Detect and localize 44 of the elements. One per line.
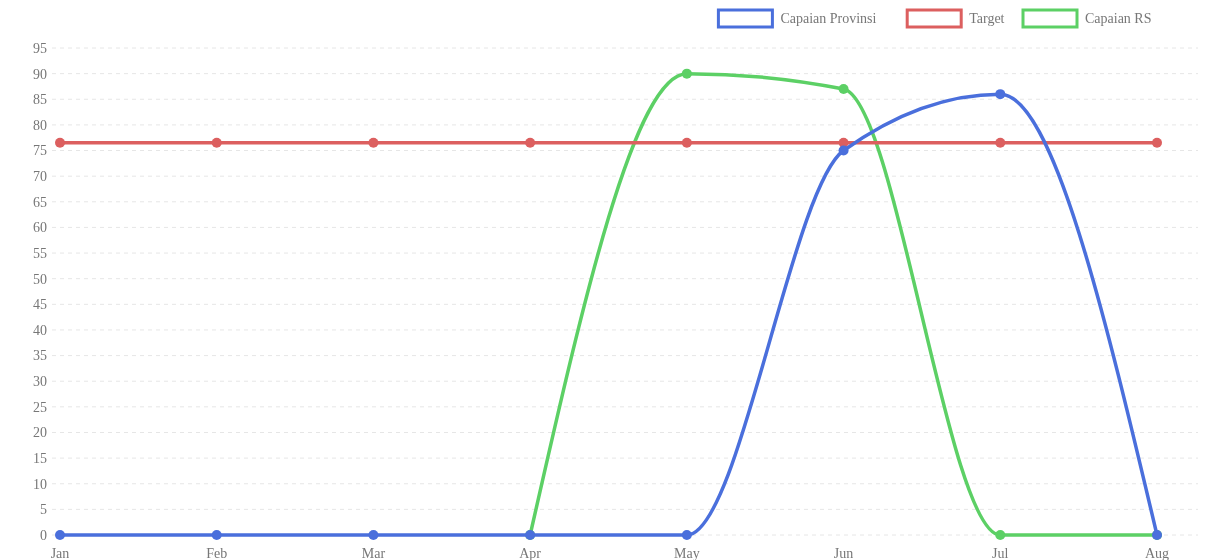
point <box>368 530 379 540</box>
point <box>838 84 849 95</box>
y-tick-label: 85 <box>33 92 47 108</box>
point <box>55 530 65 540</box>
y-tick-label: 80 <box>33 117 47 133</box>
x-tick-label: Jan <box>50 546 70 560</box>
point <box>368 137 379 148</box>
y-tick-label: 65 <box>33 194 47 210</box>
y-tick-label: 20 <box>33 425 47 441</box>
legend-label: Capaian RS <box>1085 11 1152 26</box>
point <box>995 530 1006 540</box>
y-tick-label: 25 <box>33 399 47 415</box>
y-tick-label: 75 <box>33 143 47 159</box>
y-tick-label: 70 <box>33 169 47 185</box>
y-tick-label: 40 <box>33 322 47 338</box>
y-tick-label: 60 <box>33 220 47 236</box>
legend-label: Capaian Provinsi <box>780 11 877 26</box>
y-tick-label: 5 <box>40 502 47 518</box>
legend-label: Target <box>969 11 1005 26</box>
x-tick-label: Jun <box>833 546 854 560</box>
point <box>525 137 536 148</box>
point <box>1152 137 1162 148</box>
y-tick-label: 0 <box>40 527 47 543</box>
point <box>211 530 222 540</box>
point <box>211 137 222 148</box>
y-tick-label: 45 <box>33 297 47 313</box>
point <box>55 137 65 148</box>
y-tick-label: 90 <box>33 66 47 82</box>
x-tick-label: Jul <box>992 546 1009 560</box>
point <box>995 137 1006 148</box>
x-tick-label: Mar <box>361 546 386 560</box>
y-tick-label: 55 <box>33 245 47 261</box>
point <box>681 137 692 148</box>
y-tick-label: 10 <box>33 476 47 492</box>
point <box>838 145 849 156</box>
y-tick-label: 15 <box>33 451 47 467</box>
y-tick-label: 30 <box>33 374 47 390</box>
y-tick-label: 50 <box>33 271 47 287</box>
x-tick-label: Feb <box>206 546 228 560</box>
y-tick-label: 35 <box>33 348 47 364</box>
point <box>681 68 692 79</box>
point <box>681 530 692 540</box>
y-tick-label: 95 <box>33 40 47 56</box>
point <box>995 89 1006 100</box>
